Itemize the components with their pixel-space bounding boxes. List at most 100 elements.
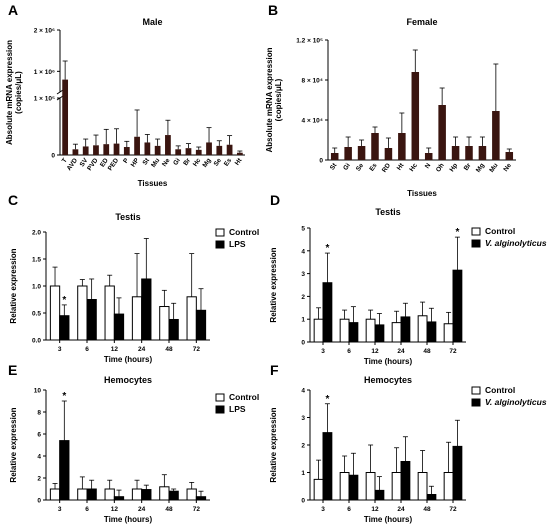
error-bar [185, 143, 191, 149]
bar-control [417, 472, 428, 501]
x-tick-label: St [142, 156, 152, 166]
x-tick-label: 72 [193, 506, 201, 513]
panel-f: F Hemocytes Time (hours) Relative expressio… [269, 362, 547, 524]
x-tick-label: 12 [111, 346, 119, 353]
bar [82, 146, 89, 155]
bar-treatment [59, 440, 70, 501]
error-bar [439, 87, 445, 105]
error-bar [316, 459, 322, 480]
error-bar [227, 135, 233, 145]
error-bar [171, 488, 177, 492]
error-bar [72, 143, 78, 150]
x-tick-label: 12 [371, 506, 379, 513]
x-tick-label: 6 [347, 348, 351, 355]
x-tick-label: 72 [449, 348, 457, 355]
x-tick-label: Br [182, 157, 192, 167]
y-tick-label: 1 [301, 317, 305, 324]
bar-control [443, 472, 454, 501]
legend-swatch [215, 240, 225, 249]
error-bar [394, 447, 400, 473]
error-bar [446, 441, 452, 473]
legend-swatch [471, 227, 481, 236]
error-bar [376, 476, 382, 491]
y-axis-label: Relative expression [269, 247, 278, 322]
x-tick-label: 48 [165, 346, 173, 353]
error-bar [493, 63, 499, 111]
bar-treatment [374, 489, 385, 501]
error-bar [350, 306, 356, 323]
bar [411, 72, 420, 160]
error-bar [359, 139, 365, 146]
error-bar [420, 450, 426, 473]
error-bar [134, 479, 140, 489]
y-tick-label: 1.0 [32, 284, 41, 291]
bar [478, 146, 487, 160]
error-bar [62, 60, 68, 80]
bar-control [131, 296, 143, 341]
bar-control [104, 285, 115, 341]
bar [175, 149, 182, 155]
panel-d: D Testis Time (hours) Relative expression 0 1… [269, 192, 547, 366]
error-bar [394, 310, 400, 323]
x-tick-label: Se [355, 162, 366, 173]
x-tick-label: Hp [449, 162, 460, 173]
x-tick-label: T [61, 157, 69, 164]
bar-control [104, 488, 115, 501]
bar-treatment [426, 494, 437, 501]
significance-mark: * [455, 227, 459, 238]
error-bar [428, 485, 434, 495]
legend-label: Control [229, 227, 259, 237]
bar-control [313, 318, 324, 343]
x-tick-label: Ne [161, 157, 172, 168]
legend-label: LPS [229, 239, 246, 249]
error-bar [466, 136, 472, 146]
y-tick-label: 0 [319, 158, 323, 165]
x-tick-label: 48 [423, 506, 431, 513]
bar-treatment [400, 461, 411, 501]
bar [492, 111, 500, 160]
x-tick-label: HP [130, 157, 141, 169]
y-axis-label: Absolute mRNA expression(copies/μL) [5, 40, 23, 145]
x-tick-label: Mg [475, 162, 486, 174]
bar-control [77, 488, 88, 501]
panel-title: Hemocytes [364, 375, 412, 385]
bar [134, 136, 140, 155]
error-bar [454, 419, 460, 447]
error-bar [116, 489, 122, 497]
error-bar [52, 266, 58, 286]
error-bar [216, 140, 222, 146]
x-axis-label: Time (hours) [364, 357, 413, 366]
x-tick-label: 6 [85, 346, 89, 353]
y-axis-label-line: (copies/μL) [274, 78, 283, 121]
bar-control [186, 296, 197, 341]
y-axis-label: Relative expression [269, 407, 278, 482]
y-axis-label: Relative expression [9, 248, 18, 323]
bar-treatment [86, 488, 97, 501]
legend-label: Control [485, 226, 515, 236]
y-tick-label: 0 [301, 498, 305, 505]
error-bar [453, 136, 459, 146]
error-bar [345, 136, 351, 147]
x-tick-label: Br [463, 162, 473, 172]
y-tick-label: 3 [301, 415, 305, 422]
x-tick-label: 6 [85, 506, 89, 513]
x-tick-label: Ne [502, 162, 513, 173]
error-bar [332, 147, 338, 153]
x-tick-label: 6 [347, 506, 351, 513]
x-tick-label: St [329, 161, 339, 171]
bar-treatment [400, 316, 411, 343]
x-axis-label: Tissues [407, 189, 437, 198]
error-bar [103, 128, 109, 145]
x-tick-label: 12 [371, 348, 379, 355]
error-bar [175, 145, 181, 150]
error-bar [350, 452, 356, 476]
bar-control [159, 306, 170, 341]
error-bar [161, 289, 167, 307]
x-tick-label: Mu [150, 157, 161, 169]
y-tick-label: 2.0 [32, 230, 41, 237]
y-tick-label: 1.2 × 10⁵ [296, 38, 323, 45]
error-bar [376, 313, 382, 325]
bar [384, 148, 393, 160]
axis-break-mark [56, 89, 64, 95]
